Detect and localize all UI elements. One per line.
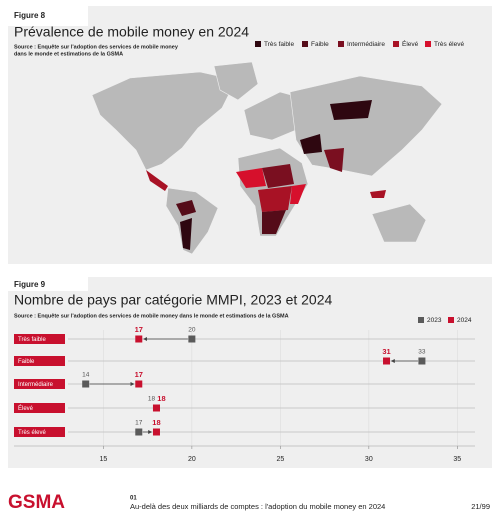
logo: GSMA	[8, 492, 65, 513]
map-region	[300, 134, 322, 154]
legend-label: Très faible	[264, 41, 294, 48]
map-region	[176, 200, 196, 216]
legend-swatch	[448, 317, 454, 323]
value-label: 33	[418, 349, 426, 356]
point	[383, 357, 391, 365]
map-region	[236, 168, 266, 188]
legend-label: Très élevé	[434, 41, 464, 48]
point	[135, 380, 143, 388]
point	[135, 428, 143, 436]
source-line: Source : Enquête sur l'adoption des serv…	[14, 44, 179, 50]
value-label: 17	[135, 420, 143, 427]
legend-label: Intermédiaire	[347, 41, 385, 48]
legend-swatch	[393, 41, 399, 47]
category-label: Faible	[18, 359, 35, 365]
value-label: 18	[148, 396, 156, 403]
value-label: 18	[157, 394, 165, 403]
category-box	[14, 403, 65, 413]
point	[135, 335, 143, 343]
legend-swatch	[255, 41, 261, 47]
category-box	[14, 334, 65, 344]
figure-title: Prévalence de mobile money en 2024	[14, 24, 249, 40]
figure-panel	[8, 277, 492, 468]
value-label: 20	[188, 327, 196, 334]
category-box	[14, 379, 65, 389]
legend-label: Faible	[311, 41, 329, 48]
point	[82, 380, 90, 388]
category-box	[14, 427, 65, 437]
map-region	[258, 186, 292, 212]
legend-swatch	[338, 41, 344, 47]
point	[152, 428, 160, 436]
x-tick-label: 35	[453, 456, 461, 463]
map-region	[180, 218, 192, 250]
value-label: 31	[382, 347, 390, 356]
page-number: 21/99	[471, 502, 490, 511]
x-tick-label: 15	[99, 456, 107, 463]
footer-text: Au-delà des deux milliards de comptes : …	[130, 502, 385, 511]
chart: 2023 2024 15 20 25 30 35 Très faible 20 17 Faible 3…	[14, 317, 475, 463]
category-label: Intermédiaire	[18, 382, 54, 388]
source-line: dans le monde et estimations de la GSMA	[14, 51, 123, 57]
land	[91, 71, 237, 171]
x-tick-label: 30	[365, 456, 373, 463]
legend-swatch	[418, 317, 424, 323]
value-label: 17	[135, 325, 143, 334]
land	[213, 61, 259, 101]
legend-label: 2023	[427, 317, 442, 324]
map-region	[262, 164, 294, 188]
map-region	[146, 170, 168, 191]
legend-label: 2024	[457, 317, 472, 324]
legend-swatch	[302, 41, 308, 47]
value-label: 18	[152, 418, 160, 427]
x-tick-label: 20	[188, 456, 196, 463]
x-tick-label: 25	[276, 456, 284, 463]
category-label: Élevé	[18, 405, 34, 412]
map-region	[290, 184, 306, 204]
legend-swatch	[425, 41, 431, 47]
value-label: 17	[135, 370, 143, 379]
figure-tab	[8, 277, 88, 291]
category-label: Très élevé	[18, 430, 46, 436]
category-box	[14, 356, 65, 366]
point	[188, 335, 196, 343]
value-label: 14	[82, 372, 90, 379]
figure-label: Figure 9	[14, 280, 46, 289]
source-line: Source : Enquête sur l'adoption des serv…	[14, 313, 289, 319]
map-region	[330, 100, 372, 120]
legend-label: Élevé	[402, 39, 419, 48]
figure-label: Figure 8	[14, 11, 46, 20]
point	[152, 404, 160, 412]
world-map	[91, 61, 443, 255]
map-legend: Très faible Faible Intermédiaire Élevé Très …	[255, 39, 464, 48]
map-region	[324, 148, 344, 172]
land	[371, 203, 427, 243]
category-label: Très faible	[18, 337, 46, 343]
figure-tab	[8, 6, 88, 26]
chart-title: Nombre de pays par catégorie MMPI, 2023 …	[14, 292, 333, 308]
map-region	[262, 210, 286, 234]
chapter-number: 01	[130, 496, 137, 502]
map-region	[370, 190, 386, 198]
point	[418, 357, 426, 365]
